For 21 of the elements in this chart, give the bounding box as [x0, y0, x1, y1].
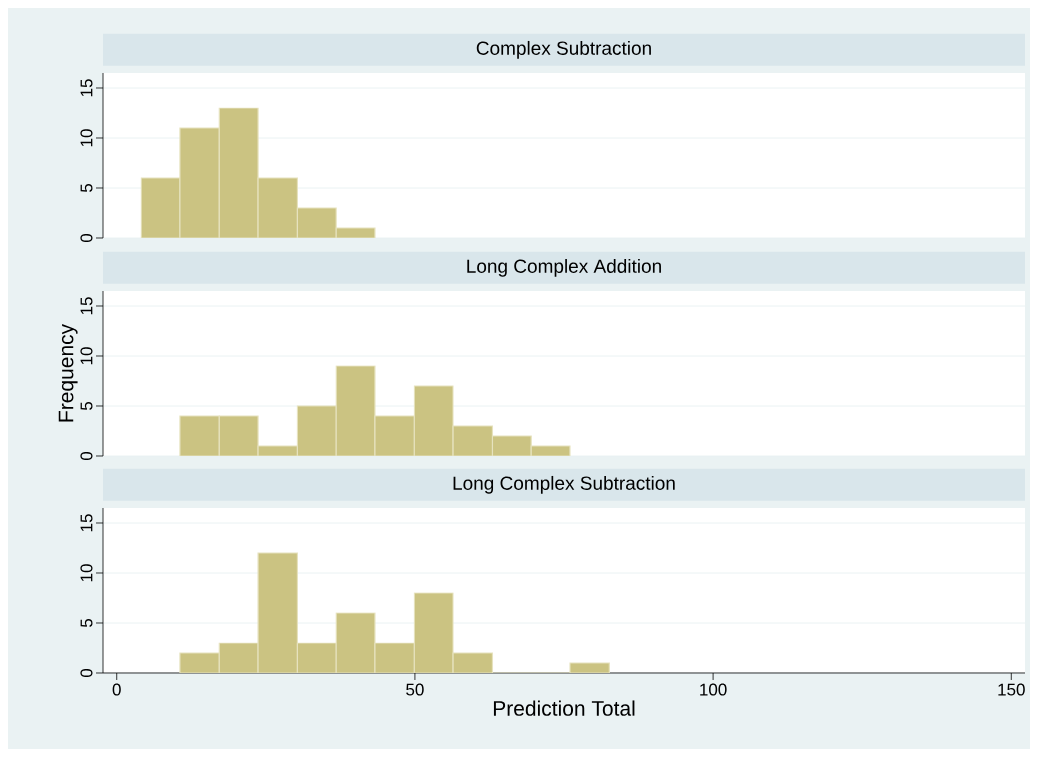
chart-title: Long Complex Subtraction — [453, 475, 675, 494]
y-axis-title: Frequency — [58, 323, 78, 422]
y-tick-label: 15 — [80, 297, 93, 315]
chart-title: Complex Subtraction — [476, 40, 651, 59]
chart-title: Long Complex Addition — [467, 258, 661, 277]
y-tick-label: 10 — [80, 347, 93, 365]
x-tick-label: 150 — [998, 683, 1025, 696]
y-tick-label: 5 — [80, 618, 93, 628]
y-tick-label: 10 — [80, 564, 93, 582]
y-tick-label: 15 — [80, 514, 93, 532]
y-tick-label: 15 — [80, 79, 93, 97]
x-axis-title: Prediction Total — [493, 700, 635, 716]
y-tick-label: 0 — [80, 668, 93, 678]
x-tick-label: 50 — [406, 683, 424, 696]
y-tick-label: 0 — [80, 233, 93, 243]
y-tick-label: 0 — [80, 451, 93, 461]
x-tick-label: 0 — [112, 683, 121, 696]
y-tick-label: 10 — [80, 129, 93, 147]
y-tick-label: 5 — [80, 401, 93, 411]
x-tick-label: 100 — [700, 683, 727, 696]
y-tick-label: 5 — [80, 183, 93, 193]
